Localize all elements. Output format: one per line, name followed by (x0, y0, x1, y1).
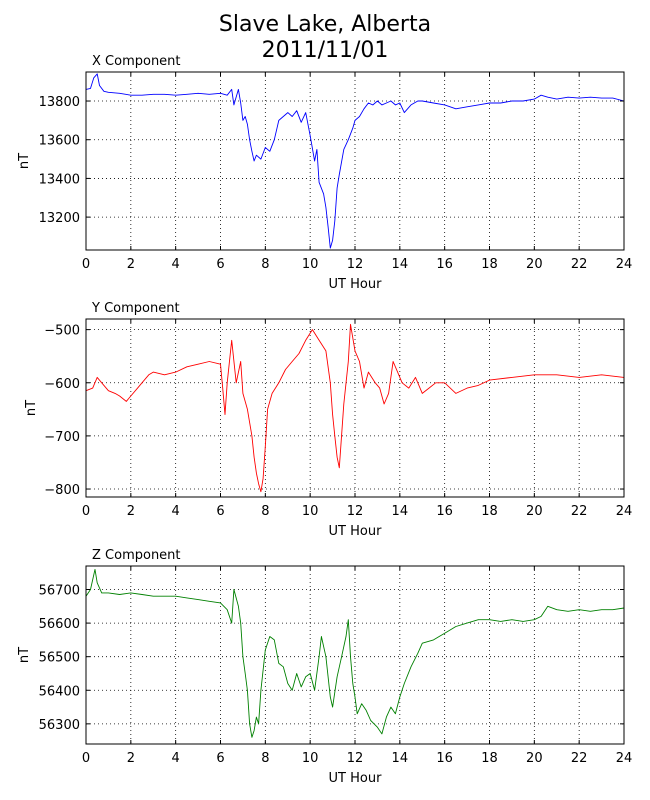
z-component-x-tick-label: 8 (261, 751, 269, 766)
z-component-x-tick-label: 22 (571, 751, 588, 766)
figure-title-date: 2011/11/01 (261, 38, 389, 63)
y-component-x-tick-label: 0 (82, 504, 90, 519)
y-component-x-tick-label: 6 (216, 504, 224, 519)
x-component-title: X Component (92, 54, 181, 69)
y-component-x-tick-label: 4 (172, 504, 180, 519)
y-component-series-line (85, 323, 625, 493)
x-component-x-axis-label: UT Hour (329, 277, 383, 292)
y-component-title: Y Component (91, 301, 180, 316)
z-component-series-line (85, 568, 625, 738)
z-component-x-tick-label: 14 (392, 751, 409, 766)
x-component-x-tick-label: 14 (392, 257, 409, 272)
x-component-panel: 0 2 4 6 8 10 12 14 16 18 20 22 241320013400136001380… (17, 54, 632, 292)
x-component-y-tick-label: 13200 (39, 211, 80, 226)
y-component-x-tick-label: 10 (302, 504, 319, 519)
y-component-x-tick-label: 2 (127, 504, 135, 519)
z-component-x-tick-label: 20 (526, 751, 543, 766)
x-component-x-tick-label: 6 (216, 257, 224, 272)
x-component-x-tick-label: 20 (526, 257, 543, 272)
z-component-y-tick-label: 56500 (39, 651, 80, 666)
z-component-x-tick-label: 6 (216, 751, 224, 766)
x-component-x-tick-label: 10 (302, 257, 319, 272)
z-component-x-tick-label: 0 (82, 751, 90, 766)
x-component-y-tick-label: 13800 (39, 95, 80, 110)
x-component-x-tick-label: 16 (436, 257, 453, 272)
y-component-x-tick-label: 24 (616, 504, 633, 519)
y-component-y-tick-label: −800 (44, 483, 80, 498)
y-component-x-tick-label: 14 (392, 504, 409, 519)
figure-title-location: Slave Lake, Alberta (218, 12, 432, 37)
z-component-x-tick-label: 10 (302, 751, 319, 766)
z-component-x-tick-label: 4 (172, 751, 180, 766)
z-component-x-axis-label: UT Hour (329, 771, 383, 786)
x-component-x-tick-label: 4 (172, 257, 180, 272)
y-component-x-tick-label: 20 (526, 504, 543, 519)
y-component-y-tick-label: −600 (44, 377, 80, 392)
z-component-y-tick-label: 56400 (39, 684, 80, 699)
z-component-x-tick-label: 24 (616, 751, 633, 766)
z-component-y-axis-label: nT (17, 647, 32, 663)
y-component-y-tick-label: −700 (44, 430, 80, 445)
z-component-x-tick-label: 2 (127, 751, 135, 766)
z-component-y-tick-label: 56600 (39, 617, 80, 632)
x-component-x-tick-label: 22 (571, 257, 588, 272)
z-component-title: Z Component (92, 548, 181, 563)
x-component-y-tick-label: 13400 (39, 172, 80, 187)
z-component-x-tick-label: 18 (481, 751, 498, 766)
y-component-x-axis-label: UT Hour (329, 524, 383, 539)
x-component-x-tick-label: 0 (82, 257, 90, 272)
z-component-y-tick-label: 56300 (39, 718, 80, 733)
x-component-y-axis-label: nT (17, 153, 32, 169)
z-component-x-tick-label: 12 (347, 751, 364, 766)
y-component-x-tick-label: 12 (347, 504, 364, 519)
x-component-x-tick-label: 24 (616, 257, 633, 272)
x-component-x-tick-label: 18 (481, 257, 498, 272)
x-component-x-tick-label: 2 (127, 257, 135, 272)
x-component-x-tick-label: 12 (347, 257, 364, 272)
z-component-panel: 0 2 4 6 8 10 12 14 16 18 20 22 245630056400565005660… (17, 548, 632, 786)
y-component-x-tick-label: 18 (481, 504, 498, 519)
z-component-x-tick-label: 16 (436, 751, 453, 766)
y-component-y-tick-label: −500 (44, 324, 80, 339)
z-component-y-tick-label: 56700 (39, 584, 80, 599)
y-component-x-tick-label: 8 (261, 504, 269, 519)
y-component-x-tick-label: 16 (436, 504, 453, 519)
y-component-y-axis-label: nT (24, 400, 39, 416)
x-component-x-tick-label: 8 (261, 257, 269, 272)
y-component-x-tick-label: 22 (571, 504, 588, 519)
x-component-series-line (85, 73, 625, 249)
x-component-y-tick-label: 13600 (39, 134, 80, 149)
